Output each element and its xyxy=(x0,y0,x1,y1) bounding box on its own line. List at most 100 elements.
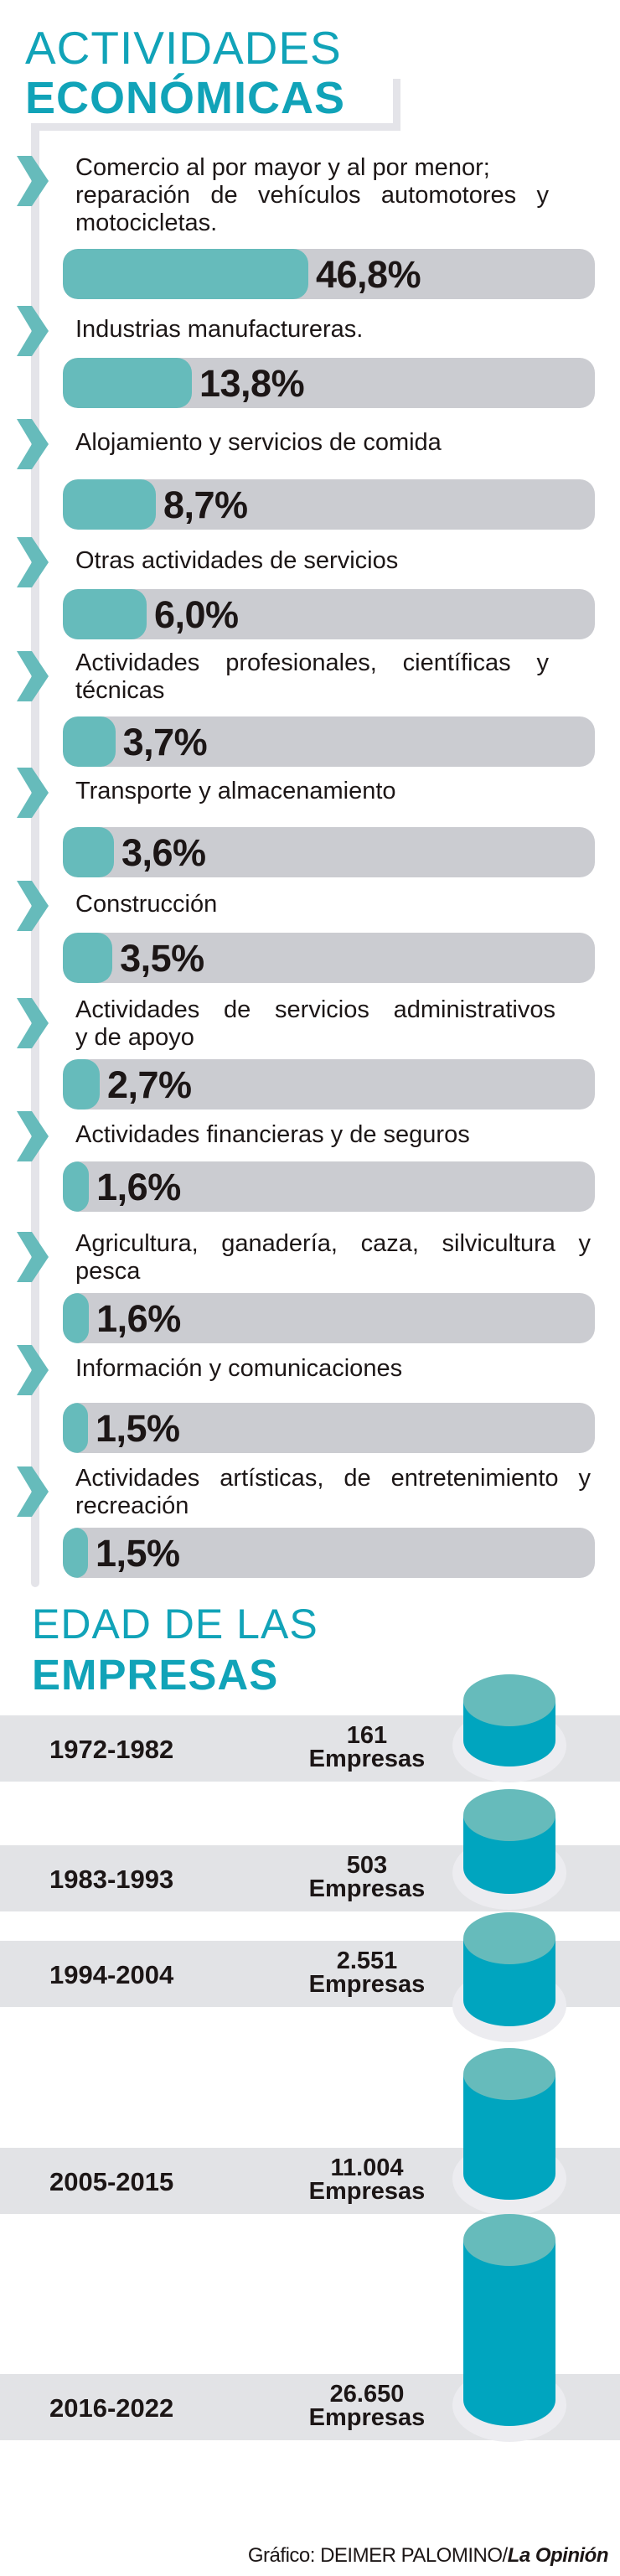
bar-value-label: 1,6% xyxy=(96,1166,181,1208)
bar-track: 2,7% xyxy=(63,1059,595,1110)
bar-value-label: 1,5% xyxy=(96,1532,180,1575)
chevron-right-icon xyxy=(17,1345,49,1395)
activity-label-line: y de apoyo xyxy=(75,1024,194,1051)
bar-fill xyxy=(63,358,192,408)
activity-label-line: motocicletas. xyxy=(75,209,218,236)
bar-value-label: 3,6% xyxy=(121,831,206,874)
age-title-light: EDAD DE LAS xyxy=(32,1601,318,1648)
bar-value-label: 3,7% xyxy=(122,721,208,763)
company-count-unit: Empresas xyxy=(308,1875,426,1902)
activity-label-line: Actividades profesionales, científicas y xyxy=(75,649,549,676)
company-count-unit: Empresas xyxy=(308,1746,426,1772)
activity-label: Otras actividades de servicios xyxy=(75,547,398,575)
activity-label-line: técnicas xyxy=(75,677,165,704)
bar-fill xyxy=(63,1161,90,1212)
bar-value-label: 46,8% xyxy=(316,253,421,296)
company-count-value: 2.551 xyxy=(336,1948,398,1974)
activity-label-line: Construcción xyxy=(75,891,218,918)
bar-track: 13,8% xyxy=(63,358,595,408)
company-count-unit: Empresas xyxy=(308,2404,426,2431)
activity-label-line: Transporte y almacenamiento xyxy=(75,778,396,804)
bar-track: 1,5% xyxy=(63,1528,595,1578)
bar-track: 1,5% xyxy=(63,1403,595,1453)
activity-label: Industrias manufactureras. xyxy=(75,316,363,344)
company-count: 11.004 Empresas xyxy=(285,2154,449,2204)
company-count-value: 503 xyxy=(346,1852,388,1879)
bar-value-label: 8,7% xyxy=(163,484,248,526)
cylinder-top xyxy=(463,2214,555,2266)
age-range-label: 1983-1993 xyxy=(49,1865,174,1894)
bar-fill xyxy=(63,827,114,877)
activity-label: Actividades artísticas, de entretenimien… xyxy=(75,1465,591,1520)
section-title-bold: ECONÓMICAS xyxy=(25,73,346,123)
activity-label-line: Comercio al por mayor y al por menor; xyxy=(75,154,490,181)
chevron-right-icon xyxy=(17,998,49,1048)
cylinder-top xyxy=(463,1674,555,1726)
age-title-bold: EMPRESAS xyxy=(32,1651,279,1699)
activity-label: Actividades de servicios administrativos… xyxy=(75,996,555,1052)
bar-value-label: 3,5% xyxy=(120,937,204,980)
bar-track: 6,0% xyxy=(63,589,595,639)
bar-track: 1,6% xyxy=(63,1161,595,1212)
bar-fill xyxy=(63,933,113,983)
company-count-value: 161 xyxy=(346,1722,388,1749)
activity-label-line: Actividades financieras y de seguros xyxy=(75,1121,470,1148)
activity-label-line: Alojamiento y servicios de comida xyxy=(75,429,442,456)
chevron-right-icon xyxy=(17,1111,49,1161)
frame-line-top xyxy=(31,123,400,131)
activity-label: Transporte y almacenamiento xyxy=(75,778,396,805)
bar-value-label: 1,6% xyxy=(96,1297,181,1340)
bar-track: 8,7% xyxy=(63,479,595,530)
bar-track: 46,8% xyxy=(63,249,595,299)
activity-label-line: Actividades artísticas, de entretenimien… xyxy=(75,1465,591,1492)
bar-track: 3,7% xyxy=(63,716,595,767)
activity-label-line: pesca xyxy=(75,1258,141,1285)
section-title-light: ACTIVIDADES xyxy=(25,22,342,74)
age-range-label: 1972-1982 xyxy=(49,1735,174,1764)
company-count-value: 26.650 xyxy=(329,2381,405,2408)
company-count: 161 Empresas xyxy=(285,1722,449,1772)
activity-label-line: Información y comunicaciones xyxy=(75,1355,403,1382)
bar-value-label: 1,5% xyxy=(96,1407,180,1450)
activity-label-line: reparación de vehículos automotores y xyxy=(75,182,549,209)
bar-fill xyxy=(63,716,116,767)
chevron-right-icon xyxy=(17,306,49,356)
activity-label-line: Industrias manufactureras. xyxy=(75,316,364,343)
activity-label: Actividades profesionales, científicas y… xyxy=(75,649,549,705)
chevron-right-icon xyxy=(17,419,49,469)
activity-label: Agricultura, ganadería, caza, silvicultu… xyxy=(75,1230,591,1285)
activity-label-line: Otras actividades de servicios xyxy=(75,547,399,574)
bar-track: 3,6% xyxy=(63,827,595,877)
chevron-right-icon xyxy=(17,881,49,931)
cylinder-top xyxy=(463,1912,555,1964)
chevron-right-icon xyxy=(17,1466,49,1517)
company-count-unit: Empresas xyxy=(308,1971,426,1998)
bar-fill xyxy=(63,1403,88,1453)
footer-credit: Gráfico: DEIMER PALOMINO/La Opinión xyxy=(248,2544,609,2568)
activity-label: Actividades financieras y de seguros xyxy=(75,1121,470,1149)
bar-fill xyxy=(63,249,308,299)
bar-value-label: 6,0% xyxy=(154,593,239,636)
chevron-right-icon xyxy=(17,768,49,818)
activity-label: Construcción xyxy=(75,891,217,918)
age-range-label: 1994-2004 xyxy=(49,1960,174,1989)
cylinder-body xyxy=(463,2074,555,2200)
frame-line-right xyxy=(393,79,400,131)
activity-label-line: Actividades de servicios administrativos xyxy=(75,996,555,1023)
bar-fill xyxy=(63,1528,88,1578)
chevron-right-icon xyxy=(17,1232,49,1282)
bar-value-label: 2,7% xyxy=(107,1063,192,1106)
activity-label-line: Agricultura, ganadería, caza, silvicultu… xyxy=(75,1230,591,1257)
bar-track: 3,5% xyxy=(63,933,595,983)
cylinder-body xyxy=(463,2240,555,2426)
activity-label: Comercio al por mayor y al por menor; rep… xyxy=(75,154,549,237)
company-count-value: 11.004 xyxy=(330,2154,404,2181)
company-count: 26.650 Empresas xyxy=(285,2381,449,2431)
bar-fill xyxy=(63,479,156,530)
company-count: 503 Empresas xyxy=(285,1854,449,1901)
bar-fill xyxy=(63,1059,100,1110)
activity-label-line: recreación xyxy=(75,1492,189,1519)
age-range-label: 2005-2015 xyxy=(49,2167,174,2196)
